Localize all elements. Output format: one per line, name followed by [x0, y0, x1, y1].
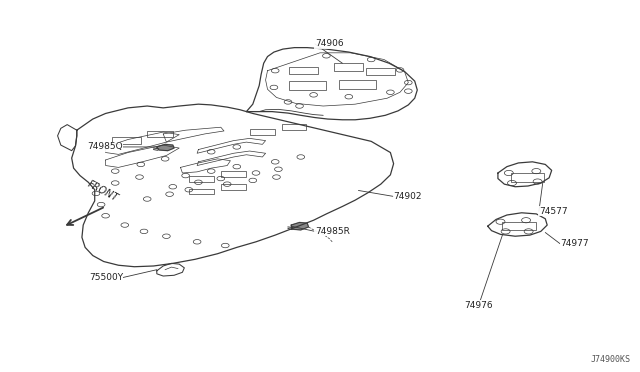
Bar	[282, 124, 306, 130]
Text: FRONT: FRONT	[85, 179, 120, 204]
Bar	[112, 137, 141, 144]
Polygon shape	[291, 222, 308, 230]
Text: 74977: 74977	[560, 239, 589, 248]
Bar	[289, 67, 318, 74]
Text: 75500Y: 75500Y	[89, 273, 123, 282]
Bar	[189, 176, 214, 182]
Bar	[189, 189, 214, 194]
Bar	[147, 131, 173, 137]
Bar	[502, 222, 536, 230]
Text: 74906: 74906	[315, 39, 344, 48]
Bar	[334, 63, 363, 71]
Bar	[511, 173, 544, 182]
Text: 74985R: 74985R	[315, 227, 349, 236]
Bar	[221, 184, 246, 190]
Bar	[289, 81, 326, 90]
Bar	[339, 80, 376, 89]
Bar	[221, 171, 246, 177]
Text: J74900KS: J74900KS	[590, 355, 630, 364]
Text: 74902: 74902	[394, 192, 422, 201]
Polygon shape	[157, 144, 174, 151]
Text: 74976: 74976	[465, 301, 493, 310]
Text: 74577: 74577	[539, 207, 568, 216]
Bar	[366, 68, 395, 75]
Bar	[250, 129, 275, 135]
Text: 74985Q: 74985Q	[87, 142, 123, 151]
